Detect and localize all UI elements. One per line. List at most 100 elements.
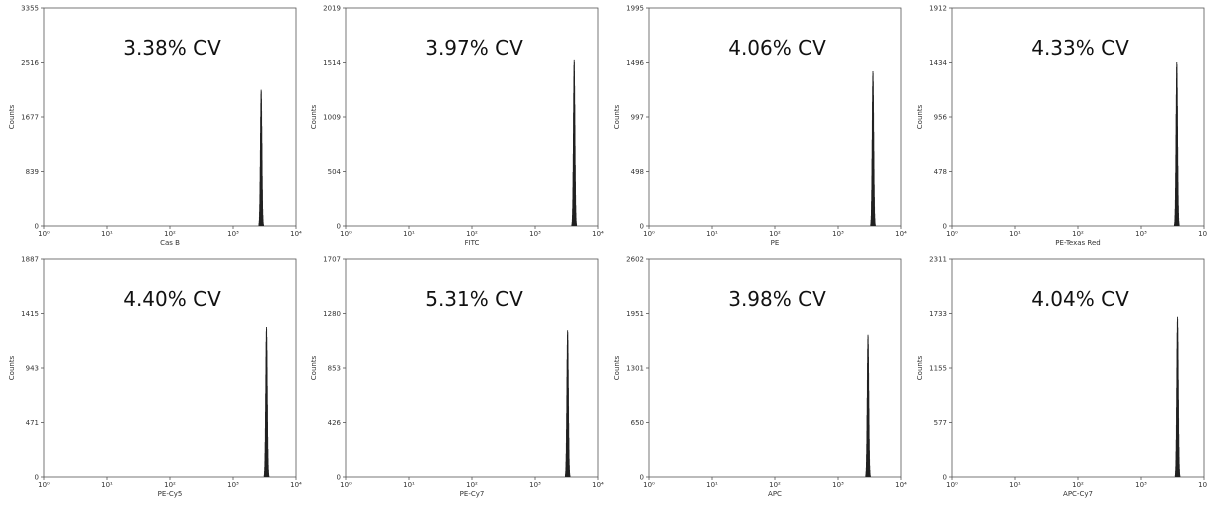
x-tick-label: 10⁴ xyxy=(290,230,302,238)
x-tick-label: 10⁴ xyxy=(895,481,907,489)
y-axis-label: Counts xyxy=(613,355,621,380)
x-tick-label: 10³ xyxy=(1135,230,1147,238)
y-tick-label: 1496 xyxy=(626,59,644,67)
y-axis-label: Counts xyxy=(916,104,924,129)
x-tick-label: 10⁴ xyxy=(895,230,907,238)
x-tick-label: 10⁴ xyxy=(1198,230,1207,238)
y-tick-label: 504 xyxy=(328,168,342,176)
y-tick-label: 0 xyxy=(35,223,39,231)
cv-annotation: 3.38% CV xyxy=(123,36,221,60)
x-tick-label: 10² xyxy=(769,481,781,489)
y-tick-label: 0 xyxy=(337,223,341,231)
y-tick-label: 0 xyxy=(943,223,947,231)
y-tick-label: 478 xyxy=(934,168,947,176)
x-tick-label: 10³ xyxy=(529,230,541,238)
x-tick-label: 10⁰ xyxy=(643,481,655,489)
x-tick-label: 10² xyxy=(769,230,781,238)
y-axis-label: Counts xyxy=(613,104,621,129)
y-tick-label: 0 xyxy=(640,474,644,482)
y-tick-label: 498 xyxy=(631,168,644,176)
y-tick-label: 3355 xyxy=(21,5,39,13)
y-tick-label: 0 xyxy=(943,474,947,482)
x-tick-label: 10⁰ xyxy=(946,481,958,489)
x-tick-label: 10⁰ xyxy=(946,230,958,238)
x-tick-label: 10⁴ xyxy=(290,481,302,489)
y-axis-label: Counts xyxy=(310,104,318,129)
cv-annotation: 4.06% CV xyxy=(728,36,826,60)
x-tick-label: 10³ xyxy=(529,481,541,489)
y-tick-label: 471 xyxy=(26,419,39,427)
x-tick-label: 10² xyxy=(466,481,478,489)
x-tick-label: 10² xyxy=(1072,481,1084,489)
cv-annotation: 5.31% CV xyxy=(425,287,523,311)
y-tick-label: 1677 xyxy=(21,114,39,122)
y-tick-label: 1912 xyxy=(929,5,947,13)
y-tick-label: 0 xyxy=(337,474,341,482)
y-tick-label: 1951 xyxy=(626,310,644,318)
x-axis-label: PE-Texas Red xyxy=(1055,239,1100,247)
x-tick-label: 10¹ xyxy=(403,230,415,238)
y-tick-label: 1280 xyxy=(323,310,341,318)
x-tick-label: 10⁰ xyxy=(340,481,352,489)
y-tick-label: 426 xyxy=(328,419,342,427)
y-tick-label: 2602 xyxy=(626,256,644,264)
y-tick-label: 1415 xyxy=(21,310,39,318)
cv-annotation: 3.97% CV xyxy=(425,36,523,60)
x-tick-label: 10¹ xyxy=(1009,230,1021,238)
x-axis-label: APC xyxy=(768,490,782,498)
x-tick-label: 10¹ xyxy=(706,230,718,238)
x-tick-label: 10³ xyxy=(227,230,239,238)
y-tick-label: 943 xyxy=(26,365,39,373)
cv-annotation: 4.40% CV xyxy=(123,287,221,311)
cv-annotation: 4.33% CV xyxy=(1031,36,1129,60)
y-tick-label: 1514 xyxy=(323,59,341,67)
y-axis-label: Counts xyxy=(8,355,16,380)
x-tick-label: 10⁴ xyxy=(1198,481,1207,489)
x-tick-label: 10⁴ xyxy=(592,230,604,238)
x-tick-label: 10² xyxy=(164,230,176,238)
x-axis-label: Cas B xyxy=(160,239,180,247)
y-tick-label: 2019 xyxy=(323,5,341,13)
y-tick-label: 1887 xyxy=(21,256,39,264)
y-axis-label: Counts xyxy=(916,355,924,380)
x-axis-label: PE xyxy=(771,239,780,247)
x-tick-label: 10² xyxy=(1072,230,1084,238)
y-tick-label: 1434 xyxy=(929,59,947,67)
y-tick-label: 577 xyxy=(934,419,947,427)
x-tick-label: 10⁰ xyxy=(38,481,50,489)
y-tick-label: 2516 xyxy=(21,59,39,67)
y-tick-label: 1707 xyxy=(323,256,341,264)
y-tick-label: 650 xyxy=(631,419,644,427)
y-tick-label: 1009 xyxy=(323,114,341,122)
x-tick-label: 10⁴ xyxy=(592,481,604,489)
x-tick-label: 10¹ xyxy=(1009,481,1021,489)
x-tick-label: 10³ xyxy=(832,481,844,489)
y-axis-label: Counts xyxy=(8,104,16,129)
cv-annotation: 4.04% CV xyxy=(1031,287,1129,311)
y-tick-label: 839 xyxy=(26,168,39,176)
y-tick-label: 997 xyxy=(631,114,644,122)
x-tick-label: 10¹ xyxy=(403,481,415,489)
y-tick-label: 0 xyxy=(640,223,644,231)
y-tick-label: 1301 xyxy=(626,365,644,373)
x-tick-label: 10² xyxy=(164,481,176,489)
y-tick-label: 1155 xyxy=(929,365,947,373)
cv-annotation: 3.98% CV xyxy=(728,287,826,311)
y-tick-label: 956 xyxy=(934,114,948,122)
x-tick-label: 10¹ xyxy=(706,481,718,489)
x-tick-label: 10⁰ xyxy=(643,230,655,238)
x-tick-label: 10⁰ xyxy=(340,230,352,238)
x-axis-label: PE-Cy7 xyxy=(460,490,485,498)
y-tick-label: 853 xyxy=(328,365,341,373)
x-tick-label: 10³ xyxy=(832,230,844,238)
y-tick-label: 1995 xyxy=(626,5,644,13)
y-tick-label: 0 xyxy=(35,474,39,482)
x-tick-label: 10¹ xyxy=(101,481,113,489)
x-tick-label: 10² xyxy=(466,230,478,238)
x-tick-label: 10³ xyxy=(227,481,239,489)
y-tick-label: 1733 xyxy=(929,310,947,318)
x-axis-label: APC-Cy7 xyxy=(1063,490,1093,498)
x-tick-label: 10³ xyxy=(1135,481,1147,489)
x-axis-label: FITC xyxy=(465,239,480,247)
